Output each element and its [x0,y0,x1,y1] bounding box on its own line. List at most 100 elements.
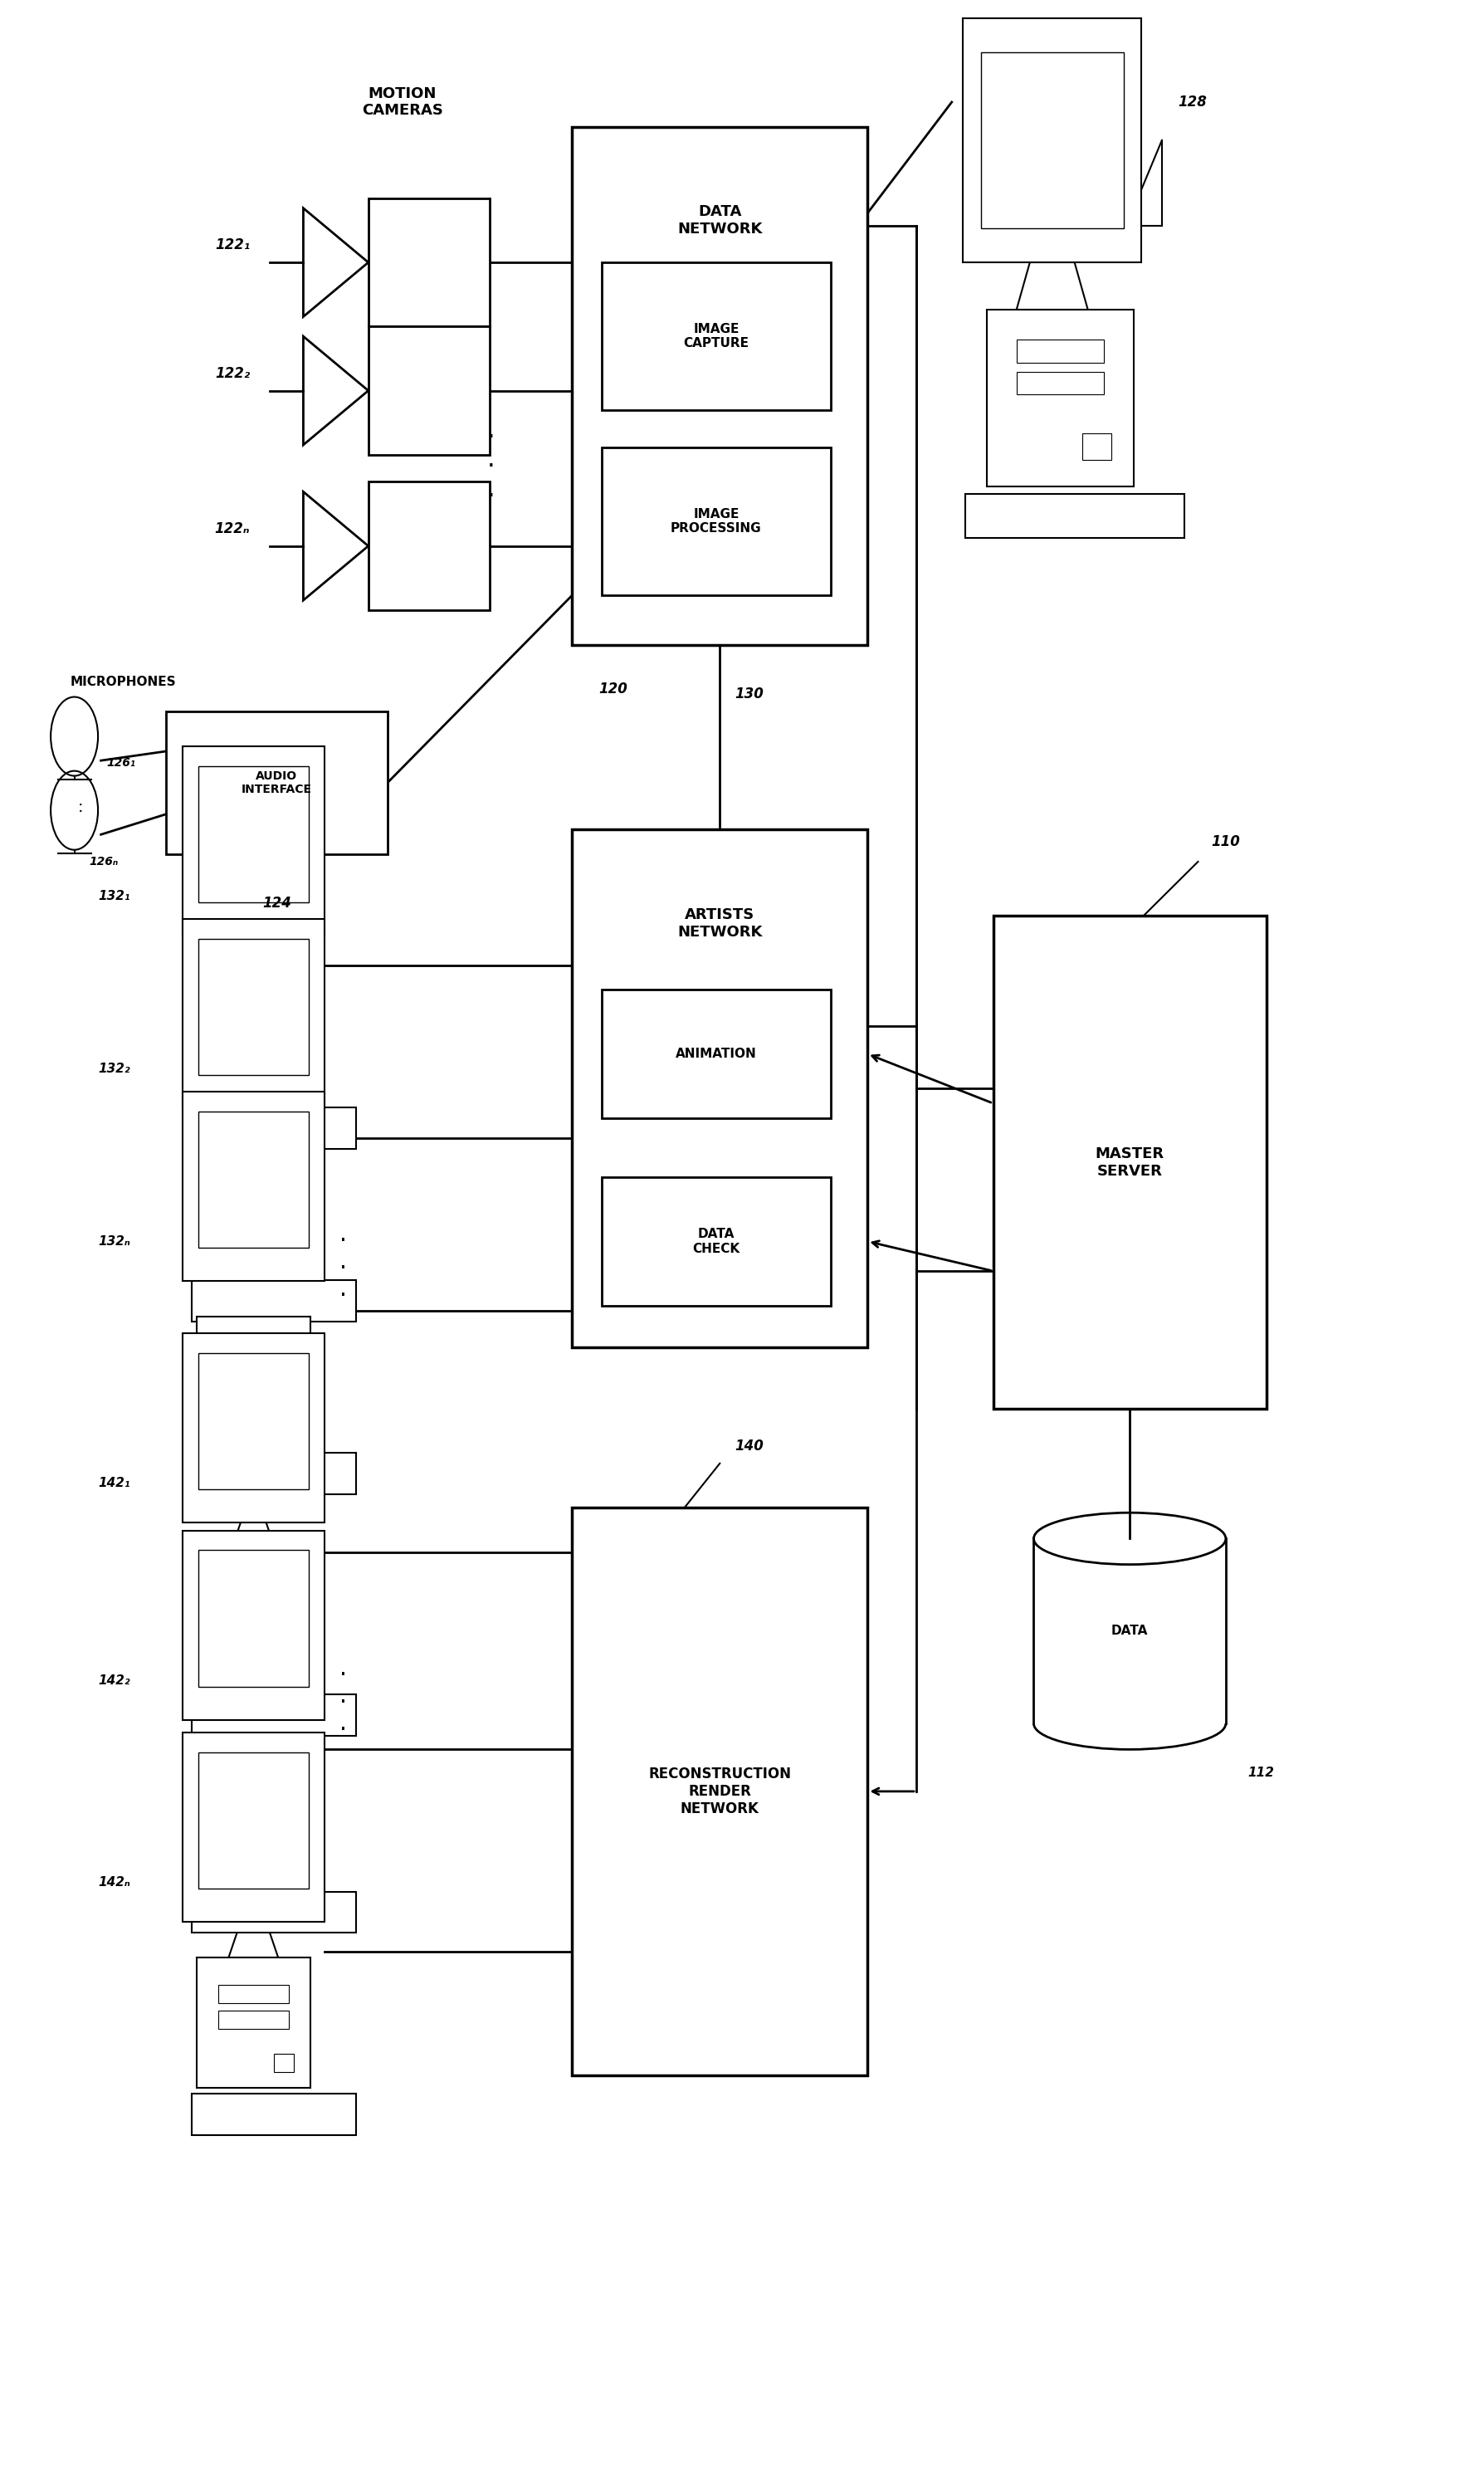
Bar [166,712,387,853]
Bar [197,1551,309,1687]
Bar [197,767,309,903]
Bar [218,1024,288,1044]
Bar [183,920,325,1108]
Text: 130: 130 [735,687,764,702]
Text: ·: · [340,1664,347,1687]
Bar [275,1239,294,1259]
Bar [197,1756,310,1884]
Bar [218,1808,288,1828]
Bar [965,495,1184,537]
Bar [218,1343,288,1363]
Text: 110: 110 [1211,833,1239,848]
Bar [197,940,309,1076]
Text: ·: · [340,1256,347,1281]
Text: ·: · [340,1719,347,1741]
Bar [197,1110,309,1246]
Bar [183,1333,325,1523]
Bar [197,1316,310,1447]
Text: MICROPHONES: MICROPHONES [70,675,175,687]
Bar [981,52,1123,228]
Bar [1082,433,1112,460]
Text: ARTISTS
NETWORK: ARTISTS NETWORK [677,908,763,940]
Text: DATA: DATA [1112,1625,1149,1637]
Text: DATA
CHECK: DATA CHECK [693,1229,741,1254]
Text: 112: 112 [1248,1766,1275,1778]
Bar [191,1281,356,1321]
Text: ·: · [340,1229,347,1254]
Text: MASTER
SERVER: MASTER SERVER [1095,1147,1165,1180]
Bar [368,482,490,611]
Bar [191,1694,356,1736]
Bar [573,1509,868,2075]
Bar [963,17,1141,262]
Text: IMAGE
CAPTURE: IMAGE CAPTURE [683,324,749,349]
Bar [183,747,325,935]
Bar [218,1585,288,1603]
Text: DATA
NETWORK: DATA NETWORK [677,205,763,237]
Bar [987,309,1134,487]
Bar [573,828,868,1348]
Bar [218,1197,288,1214]
Bar [218,1172,288,1190]
Text: 124: 124 [263,895,291,910]
Text: 122₁: 122₁ [215,237,249,252]
Bar [191,1452,356,1494]
Bar [368,198,490,326]
Text: 142ₙ: 142ₙ [98,1877,131,1889]
Bar [275,1654,294,1672]
Text: 142₂: 142₂ [98,1674,131,1687]
Bar [601,448,831,596]
Bar [197,1753,309,1889]
Bar [183,1091,325,1281]
Text: IMAGE
PROCESSING: IMAGE PROCESSING [671,507,761,534]
Text: 132ₙ: 132ₙ [98,1234,131,1249]
Bar [275,1852,294,1870]
Text: ·: · [487,455,494,480]
Text: 120: 120 [600,683,628,697]
Bar [197,1959,310,2087]
Bar [368,326,490,455]
Text: ·: · [340,1283,347,1308]
Bar [275,2055,294,2072]
Bar [275,1068,294,1086]
Bar [197,1353,309,1489]
Bar [197,972,310,1100]
Text: RECONSTRUCTION
RENDER
NETWORK: RECONSTRUCTION RENDER NETWORK [649,1766,791,1815]
Bar [275,1412,294,1432]
Bar [218,1986,288,2003]
Text: 132₁: 132₁ [98,890,131,903]
Text: 142₁: 142₁ [98,1476,131,1489]
Bar [601,1177,831,1306]
Text: :: : [77,799,83,816]
Bar [183,1734,325,1922]
Text: 126₁: 126₁ [107,757,137,769]
Bar [1017,371,1104,396]
Text: 122ₙ: 122ₙ [215,522,249,537]
Bar [601,262,831,411]
Bar [197,1145,310,1274]
Bar [183,1531,325,1719]
Text: 122₂: 122₂ [215,366,249,381]
Bar [218,1370,288,1387]
Text: MOTION
CAMERAS: MOTION CAMERAS [362,87,442,119]
Bar [1017,339,1104,364]
Bar [218,999,288,1016]
Bar [573,126,868,645]
Bar [191,2095,356,2134]
Text: ·: · [487,485,494,509]
Bar [218,1783,288,1800]
Text: ANIMATION: ANIMATION [675,1049,757,1061]
Bar [197,1558,310,1689]
Text: ·: · [487,425,494,450]
Bar [218,2011,288,2030]
Text: 126ₙ: 126ₙ [89,856,119,868]
Text: 132₂: 132₂ [98,1063,131,1076]
Text: 140: 140 [735,1439,764,1454]
Bar [191,1108,356,1147]
Text: 128: 128 [1178,94,1206,109]
Bar [191,1892,356,1934]
Bar [993,915,1266,1410]
Bar [601,989,831,1118]
Text: ·: · [340,1692,347,1714]
Text: AUDIO
INTERFACE: AUDIO INTERFACE [242,769,312,796]
